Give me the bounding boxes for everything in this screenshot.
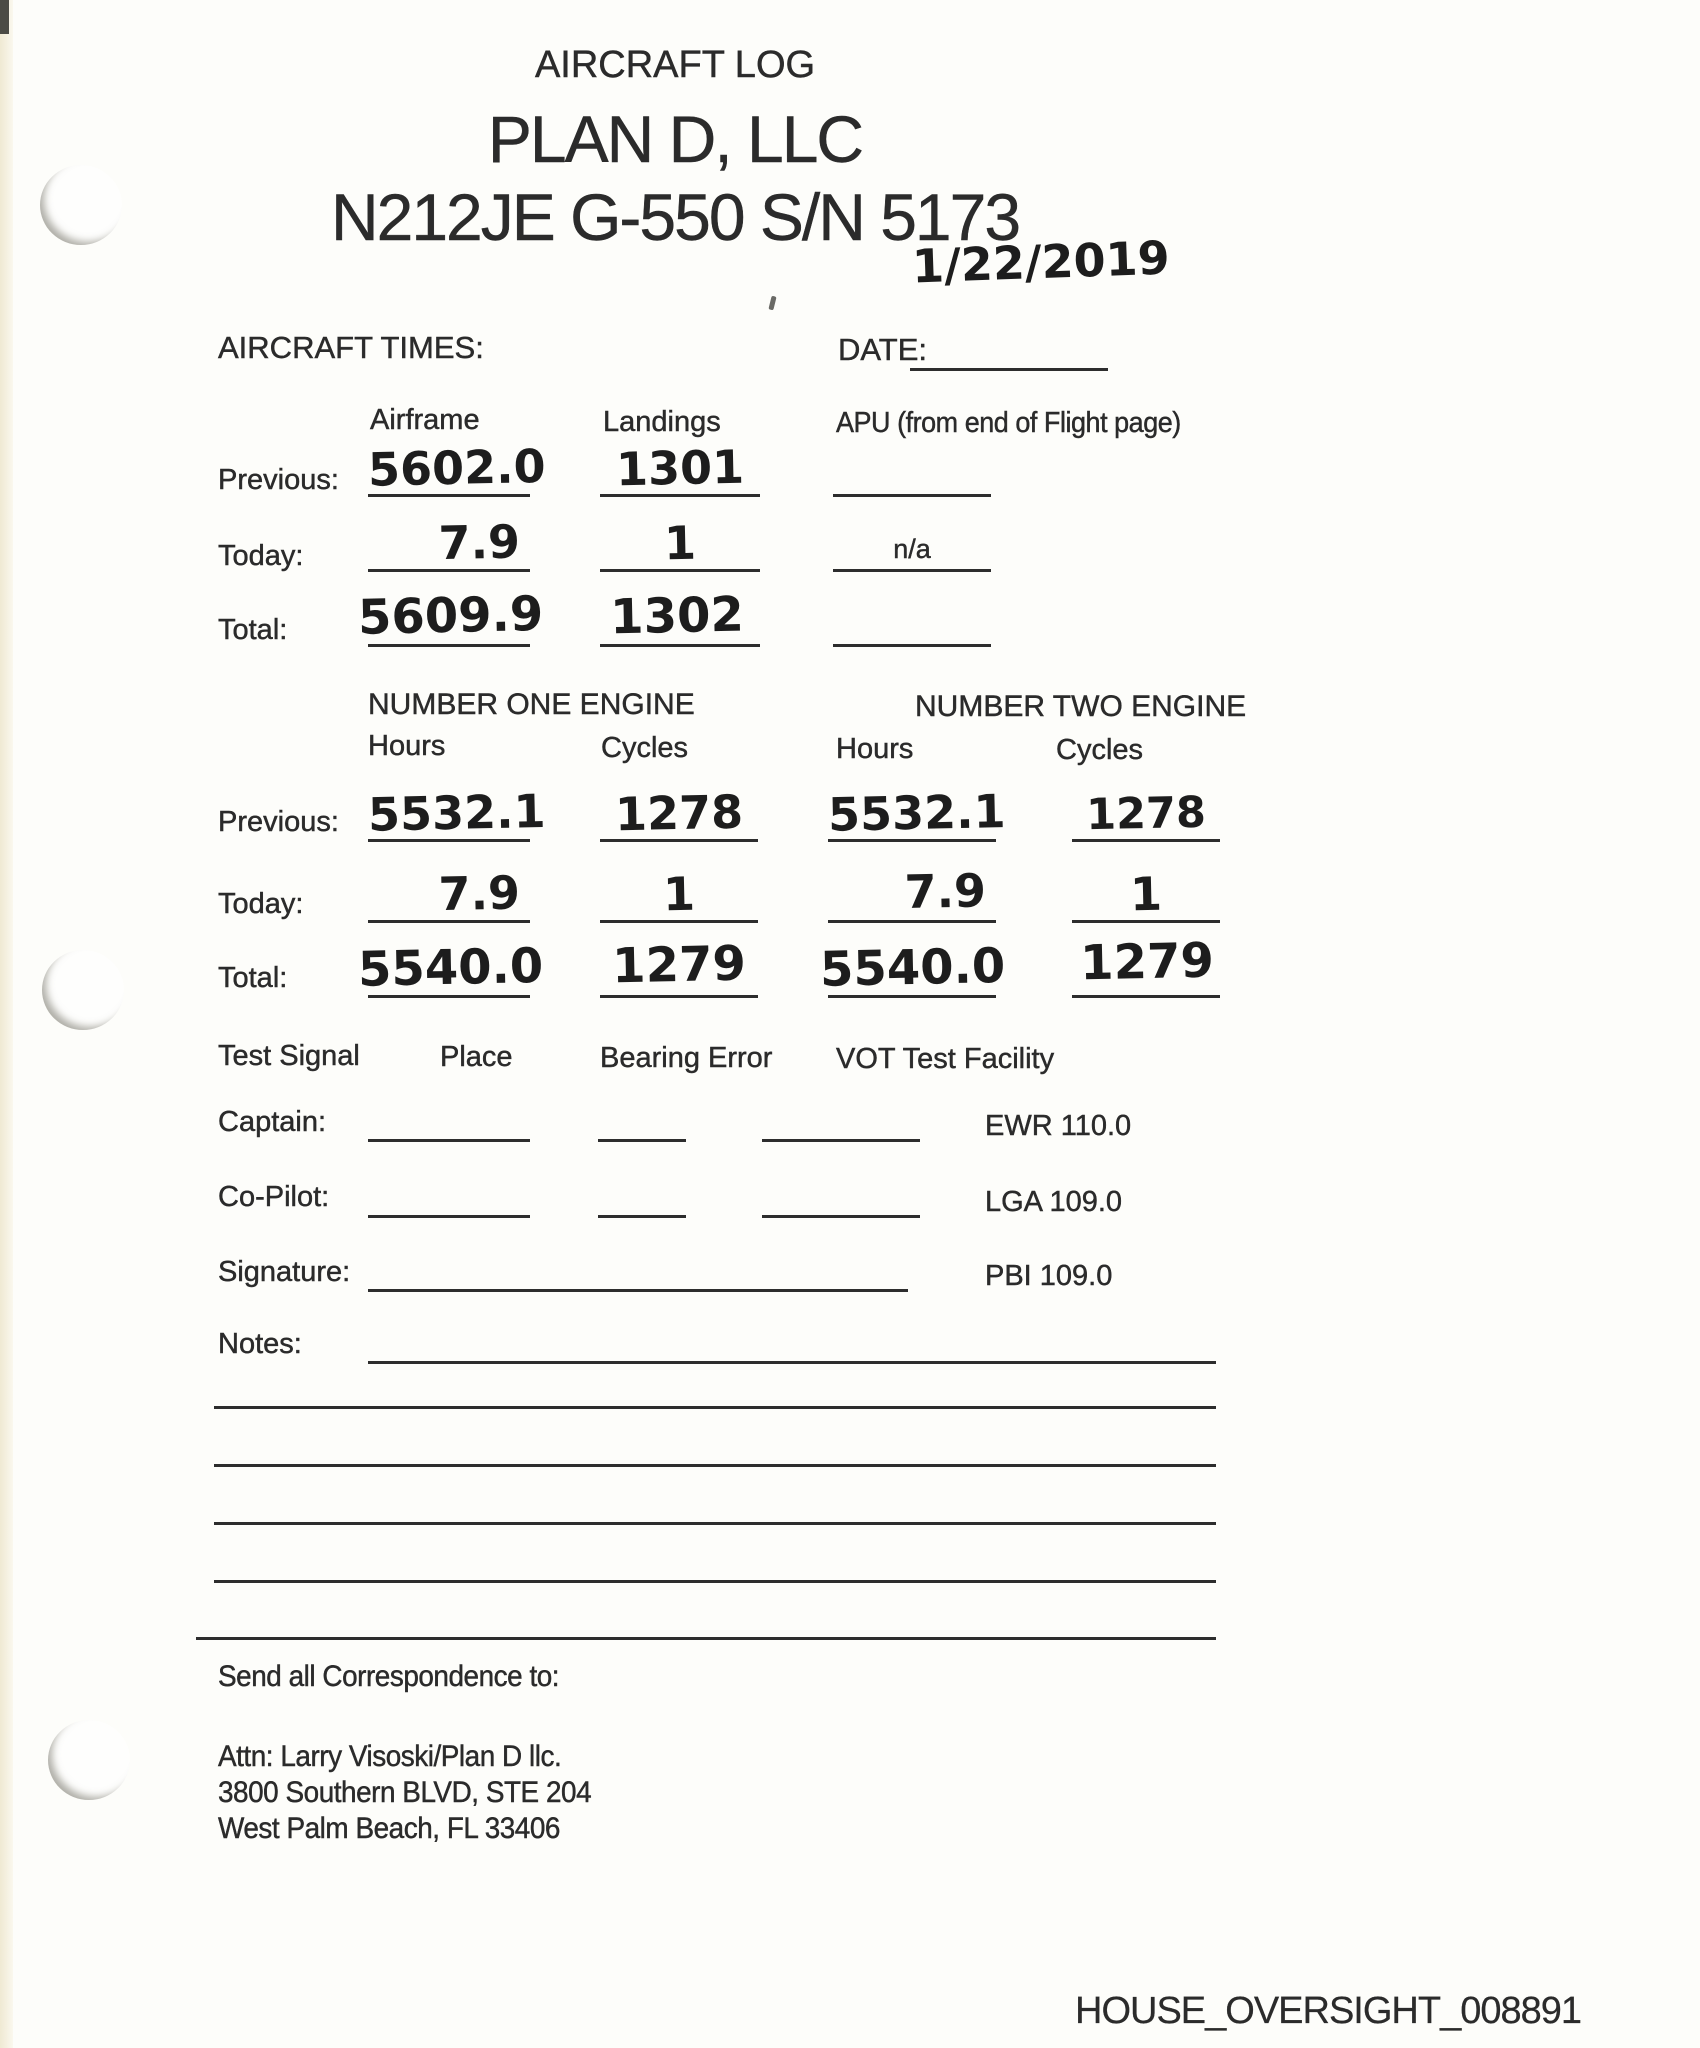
copilot-vot-line (762, 1215, 920, 1218)
date-line (910, 368, 1108, 371)
total-landings-line (600, 644, 760, 647)
bates-number: HOUSE_OVERSIGHT_008891 (1075, 1990, 1582, 2032)
engine2-previous-hours: 5532.1 (827, 784, 1007, 842)
today-apu-line (833, 569, 991, 572)
vot-facility-ewr: EWR 110.0 (985, 1110, 1132, 1142)
engine-two-hours-header: Hours (836, 733, 914, 765)
engine-two-header: NUMBER TWO ENGINE (915, 690, 1247, 723)
note-rule-line (196, 1637, 1216, 1640)
engine1-total-hours: 5540.0 (357, 937, 544, 998)
previous-airframe-line (368, 494, 530, 497)
signature-line (368, 1289, 908, 1292)
aircraft-times-total-label: Total: (218, 614, 288, 646)
total-landings-value: 1302 (609, 586, 745, 646)
captain-label: Captain: (218, 1106, 327, 1138)
form-header: AIRCRAFT LOG PLAN D, LLC N212JE G-550 S/… (0, 0, 1350, 255)
aircraft-id: N212JE G-550 S/N 5173 (330, 180, 1022, 254)
column-header-apu: APU (from end of Flight page) (836, 407, 1182, 439)
engines-total-label: Total: (218, 962, 288, 994)
section-aircraft-times: AIRCRAFT TIMES: (218, 330, 484, 365)
copilot-bearing-line (598, 1215, 686, 1218)
punch-hole-bottom (48, 1720, 130, 1800)
vot-facility-lga: LGA 109.0 (985, 1186, 1123, 1218)
date-label: DATE: (838, 332, 927, 367)
total-airframe-value: 5609.9 (357, 585, 544, 646)
company-name: PLAN D, LLC (487, 102, 865, 176)
notes-label: Notes: (218, 1328, 302, 1360)
note-rule-line (214, 1580, 1216, 1583)
engine1-previous-hours: 5532.1 (367, 783, 547, 842)
date-value: 1/22/2019 (911, 230, 1171, 294)
e1-prev-cycles-line (600, 839, 758, 842)
captain-bearing-line (598, 1139, 686, 1142)
previous-airframe-value: 5602.0 (367, 438, 547, 497)
engine2-today-hours: 7.9 (903, 863, 987, 920)
engine-one-hours-header: Hours (368, 730, 446, 762)
engine1-previous-cycles: 1278 (614, 784, 744, 842)
vot-facility-pbi: PBI 109.0 (985, 1260, 1113, 1292)
page-title: AIRCRAFT LOG (534, 44, 816, 86)
engine1-total-cycles: 1279 (611, 935, 747, 995)
engine2-total-hours: 5540.0 (819, 937, 1006, 998)
engine2-total-cycles: 1279 (1079, 932, 1215, 992)
e2-prev-cycles-line (1072, 839, 1220, 842)
vot-test-facility-header: VOT Test Facility (836, 1043, 1055, 1075)
previous-landings-line (600, 494, 760, 497)
captain-vot-line (762, 1139, 920, 1142)
engine1-today-cycles: 1 (662, 866, 696, 922)
e2-total-hours-line (828, 995, 996, 998)
scan-edge-strip (0, 0, 13, 2048)
e1-total-cycles-line (600, 995, 758, 998)
today-airframe-line (368, 569, 530, 572)
note-rule-line (214, 1464, 1216, 1467)
total-apu-line (833, 644, 991, 647)
scan-stray-mark (768, 295, 777, 311)
bearing-error-header: Bearing Error (600, 1042, 773, 1074)
e2-prev-hours-line (828, 839, 996, 842)
correspondence-heading: Send all Correspondence to: (218, 1660, 560, 1693)
note-rule-line (214, 1522, 1216, 1525)
e2-total-cycles-line (1072, 995, 1220, 998)
previous-landings-value: 1301 (615, 439, 745, 497)
punch-hole-middle (42, 950, 124, 1030)
today-landings-value: 1 (663, 515, 697, 571)
note-rule-line (214, 1406, 1216, 1409)
engine-two-cycles-header: Cycles (1056, 734, 1144, 766)
engine-one-cycles-header: Cycles (601, 732, 689, 764)
punch-hole-top (40, 165, 122, 245)
correspondence-city-line: West Palm Beach, FL 33406 (218, 1812, 561, 1845)
previous-apu-line (833, 494, 991, 497)
captain-place-line (368, 1139, 530, 1142)
e1-total-hours-line (368, 995, 530, 998)
column-header-landings: Landings (603, 406, 721, 438)
place-header: Place (440, 1041, 513, 1073)
e2-today-hours-line (828, 920, 996, 923)
engine2-today-cycles: 1 (1129, 866, 1163, 922)
aircraft-times-previous-label: Previous: (218, 464, 339, 496)
scan-corner-mark (0, 0, 9, 34)
engine1-today-hours: 7.9 (437, 865, 521, 922)
today-airframe-value: 7.9 (437, 514, 521, 571)
signature-label: Signature: (218, 1256, 351, 1288)
test-signal-header: Test Signal (218, 1040, 360, 1072)
column-header-airframe: Airframe (370, 404, 480, 436)
copilot-place-line (368, 1215, 530, 1218)
engine-one-header: NUMBER ONE ENGINE (368, 688, 695, 721)
today-landings-line (600, 569, 760, 572)
e1-today-hours-line (368, 920, 530, 923)
engine2-previous-cycles: 1278 (1085, 787, 1207, 841)
notes-line (368, 1361, 1216, 1364)
engines-previous-label: Previous: (218, 806, 339, 838)
e1-prev-hours-line (368, 839, 530, 842)
correspondence-street-line: 3800 Southern BLVD, STE 204 (218, 1776, 592, 1809)
total-airframe-line (368, 644, 530, 647)
copilot-label: Co-Pilot: (218, 1181, 330, 1213)
e2-today-cycles-line (1072, 920, 1220, 923)
engines-today-label: Today: (218, 888, 304, 920)
correspondence-attn-line: Attn: Larry Visoski/Plan D llc. (218, 1740, 562, 1773)
aircraft-times-today-label: Today: (218, 540, 304, 572)
e1-today-cycles-line (600, 920, 758, 923)
today-apu-value: n/a (893, 534, 931, 564)
